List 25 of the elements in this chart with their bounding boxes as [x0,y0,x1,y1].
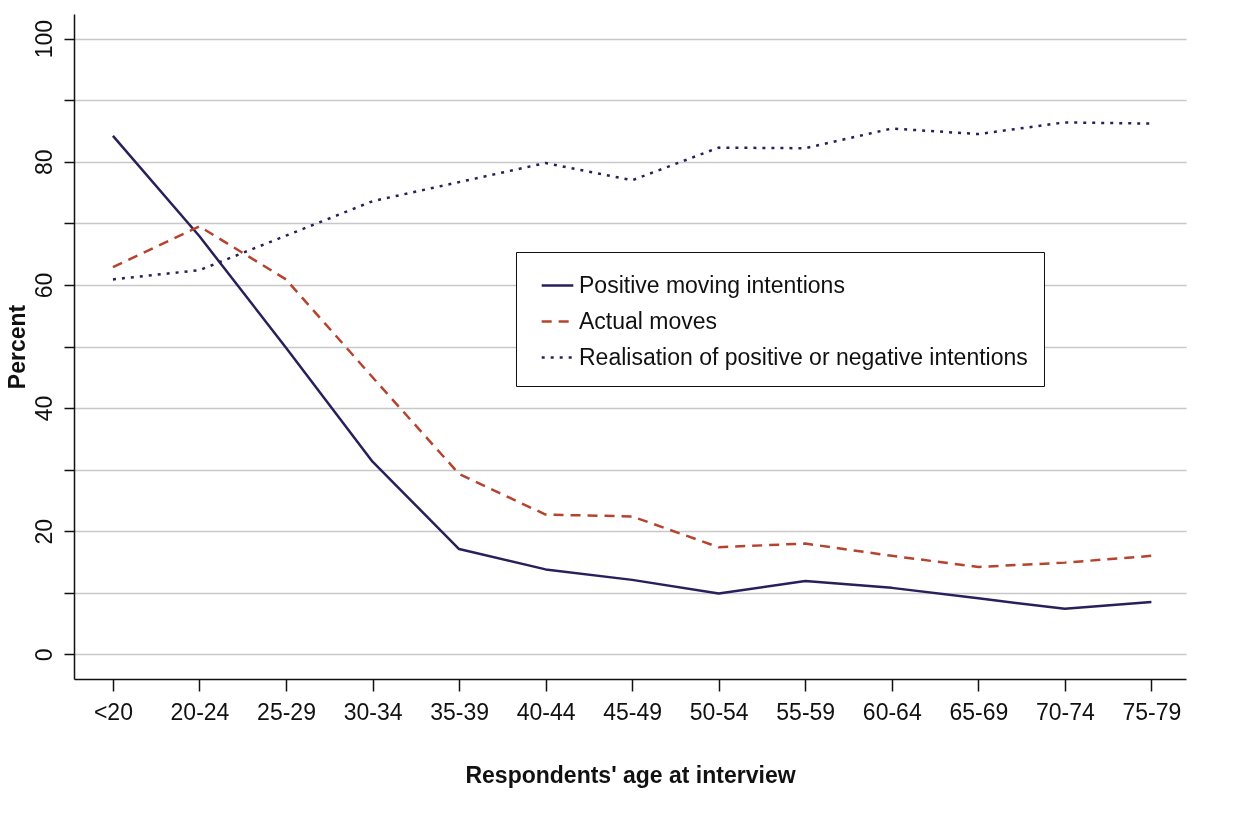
legend-label: Actual moves [579,307,718,334]
legend-label: Realisation of positive or negative intentions [579,343,1028,370]
x-tick-label: 70-74 [1035,698,1095,725]
y-tick-label: 40 [30,395,57,422]
x-tick-label: 75-79 [1122,698,1182,725]
y-tick-label: 0 [30,648,57,662]
y-tick-label: 60 [30,272,57,299]
x-tick-label: <20 [93,698,133,725]
x-tick-label: 65-69 [949,698,1009,725]
x-axis-title: Respondents' age at interview [465,761,796,788]
x-tick-label: 30-34 [343,698,403,725]
x-tick-label: 20-24 [170,698,230,725]
y-tick-label: 80 [30,149,57,176]
x-tick-label: 55-59 [776,698,836,725]
y-axis-title: Percent [3,304,30,390]
x-tick-label: 45-49 [603,698,663,725]
x-tick-label: 40-44 [516,698,576,725]
line-series [111,225,1153,569]
legend-label: Positive moving intentions [579,271,845,298]
x-tick-label: 50-54 [689,698,749,725]
x-tick-label: 35-39 [430,698,489,725]
y-tick-label: 100 [30,19,57,59]
x-tick-label: 60-64 [862,698,922,725]
x-tick-label: 25-29 [257,698,316,725]
y-tick-label: 20 [30,518,57,545]
